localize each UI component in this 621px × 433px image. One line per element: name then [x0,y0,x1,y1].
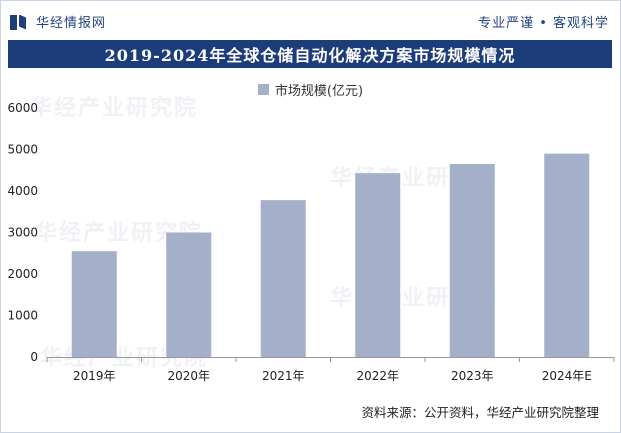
watermark: 华经产业研究院 [30,96,199,121]
x-tick-label: 2022年 [356,369,399,383]
x-tick-label: 2020年 [167,369,210,383]
y-tick-label: 0 [30,350,38,364]
bar [71,251,117,357]
x-tick-label: 2019年 [73,369,116,383]
legend-swatch [257,84,269,95]
brand-name: 华经情报网 [36,16,107,31]
y-tick-label: 1000 [7,309,38,323]
y-tick-label: 5000 [7,143,38,157]
tagline: 专业严谨 • 客观科学 [478,16,609,31]
chart-title: 2019-2024年全球仓储自动化解决方案市场规模情况 [8,40,612,68]
x-tick-label: 2021年 [262,369,305,383]
header-bar: 华经情报网 专业严谨 • 客观科学 [0,0,621,40]
bar [544,153,590,357]
bar [355,173,401,357]
y-tick-label: 6000 [7,101,38,115]
bar [166,232,212,357]
source-note: 资料来源：公开资料，华经产业研究院整理 [361,405,599,420]
x-tick-label: 2024年E [542,369,592,383]
bar [260,200,306,357]
y-tick-label: 2000 [7,267,38,281]
logo-icon [10,14,28,30]
brand: 华经情报网 [10,12,106,31]
y-tick-label: 4000 [7,184,38,198]
legend: 市场规模(亿元) [0,80,621,99]
y-tick-label: 3000 [7,226,38,240]
legend-label: 市场规模(亿元) [274,84,364,99]
x-tick-label: 2023年 [451,369,494,383]
bar [449,164,495,357]
